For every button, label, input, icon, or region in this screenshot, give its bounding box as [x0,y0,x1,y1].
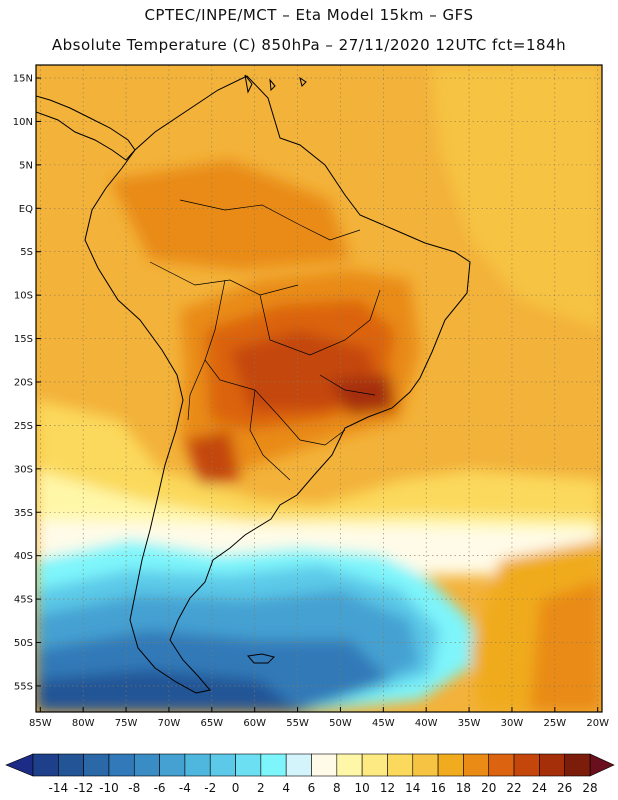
colorbar-label: 16 [430,781,445,795]
colorbar-label: 10 [354,781,369,795]
colorbar-swatch [336,753,363,777]
colorbar-left-arrow [5,753,34,777]
colorbar-label: 18 [456,781,471,795]
south-america-coastline [84,75,471,694]
lon-tick-label: 25W [544,718,567,729]
colorbar-right-arrow [589,753,615,777]
lon-tick-label: 30W [501,718,524,729]
colorbar-swatch [159,753,186,777]
lat-tick-label: 10N [13,117,33,128]
colorbar-label: 2 [257,781,265,795]
lon-tick-label: 55W [286,718,309,729]
colorbar-label: 8 [333,781,341,795]
colorbar-swatch [260,753,287,777]
caribbean-islands [244,74,307,94]
lat-tick-label: 35S [14,508,33,519]
colorbar-label: -10 [99,781,119,795]
lat-tick-label: 25S [14,421,33,432]
lon-tick-label: 75W [115,718,138,729]
colorbar-label: 12 [380,781,395,795]
colorbar-swatch [32,753,59,777]
colorbar-swatch [437,753,464,777]
lon-tick-label: 85W [29,718,52,729]
colorbar-swatch [133,753,160,777]
latitude-tick-labels: 15N 10N 5N EQ 5S 10S 15S 20S 25S 30S 35S 40S 45S 50S 5… [13,74,41,692]
map-frame [35,64,603,713]
colorbar-swatch [209,753,236,777]
lat-tick-label: 15S [14,334,33,345]
colorbar-swatch [488,753,515,777]
country-borders [149,199,381,481]
coastlines [36,74,471,694]
colorbar-label: -4 [179,781,191,795]
colorbar-swatch [311,753,338,777]
temperature-field [36,65,602,712]
lat-tick-label: 45S [14,595,33,606]
longitude-tick-labels: 85W 80W 75W 70W 65W 60W 55W 50W 45W 40W 35W 30W 25W 2… [29,707,609,729]
colorbar-label: 28 [582,781,597,795]
lat-tick-label: 15N [13,74,33,85]
lat-tick-label: 20S [14,377,33,388]
colorbar-swatch [235,753,262,777]
lat-tick-label: EQ [19,204,33,215]
lat-tick-label: 55S [14,681,33,692]
colorbar-label: 14 [405,781,420,795]
colorbar-label: 20 [481,781,496,795]
colorbar-label: 24 [532,781,547,795]
falkland-islands [247,653,275,664]
lon-tick-label: 70W [158,718,181,729]
lon-tick-label: 50W [329,718,352,729]
colorbar-label: -6 [154,781,166,795]
lon-tick-label: 40W [415,718,438,729]
colorbar-swatch [463,753,490,777]
colorbar-label: 4 [282,781,290,795]
lon-tick-label: 80W [72,718,95,729]
lon-tick-label: 20W [586,718,609,729]
colorbar-label: 6 [308,781,316,795]
map-title-line1: CPTEC/INPE/MCT – Eta Model 15km – GFS [144,6,474,24]
lat-tick-label: 30S [14,464,33,475]
colorbar: -14 -12 -10 -8 -6 -4 -2 0 2 4 6 8 10 12 14 16 18 20 22 24 26… [5,753,615,795]
lon-tick-label: 60W [243,718,266,729]
colorbar-label: 22 [506,781,521,795]
lat-tick-label: 50S [14,638,33,649]
lon-tick-label: 65W [200,718,223,729]
colorbar-label: 26 [557,781,572,795]
colorbar-swatch [361,753,388,777]
colorbar-swatch [285,753,312,777]
colorbar-label: -14 [49,781,69,795]
lat-tick-label: 5N [19,160,33,171]
colorbar-swatch [539,753,565,777]
colorbar-swatch [412,753,439,777]
colorbar-swatch [184,753,211,777]
lat-tick-label: 40S [14,551,33,562]
central-america-coastline [36,95,136,161]
map-title-line2: Absolute Temperature (C) 850hPa – 27/11/… [51,36,567,54]
colorbar-label: 0 [232,781,240,795]
colorbar-swatch [387,753,414,777]
lon-tick-label: 45W [372,718,395,729]
colorbar-swatch [564,753,591,777]
colorbar-swatch [83,753,110,777]
colorbar-label: -12 [74,781,94,795]
colorbar-label: -2 [204,781,216,795]
lat-tick-label: 5S [20,247,33,258]
lon-tick-label: 35W [458,718,481,729]
colorbar-swatch [58,753,84,777]
colorbar-swatch [513,753,540,777]
colorbar-swatch [108,753,135,777]
colorbar-label: -8 [128,781,140,795]
lat-tick-label: 10S [14,291,33,302]
